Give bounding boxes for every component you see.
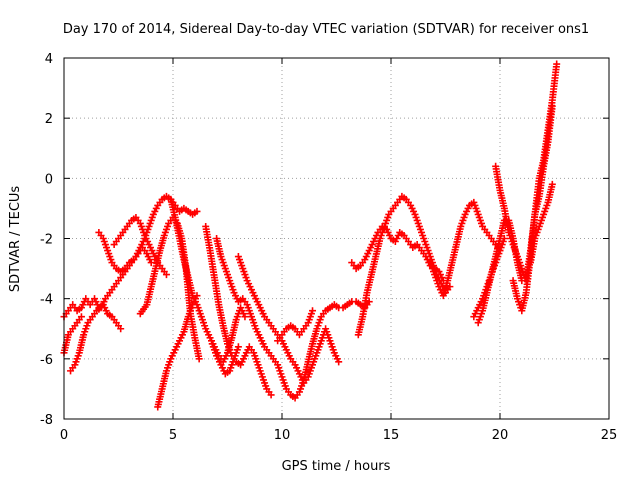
x-axis-label: GPS time / hours bbox=[282, 459, 391, 474]
x-tick-label: 10 bbox=[274, 428, 291, 443]
data-point bbox=[309, 307, 317, 315]
y-tick-label: 2 bbox=[45, 112, 53, 127]
data-points bbox=[60, 60, 561, 411]
data-point bbox=[335, 358, 343, 366]
data-point bbox=[267, 391, 275, 399]
x-tick-label: 25 bbox=[601, 428, 618, 443]
data-point bbox=[117, 325, 125, 333]
data-point bbox=[241, 313, 249, 321]
x-tick-label: 20 bbox=[492, 428, 509, 443]
data-point bbox=[548, 102, 556, 110]
y-tick-label: -6 bbox=[40, 353, 53, 368]
data-point bbox=[162, 271, 170, 279]
data-point bbox=[548, 180, 556, 188]
y-tick-label: -8 bbox=[40, 413, 53, 428]
chart-title: Day 170 of 2014, Sidereal Day-to-day VTE… bbox=[63, 22, 589, 37]
data-point bbox=[553, 60, 561, 68]
data-point bbox=[193, 207, 201, 215]
y-axis-label: SDTVAR / TECUs bbox=[8, 186, 23, 293]
x-tick-label: 0 bbox=[60, 428, 68, 443]
axis-ticks: 0 5 10 15 20 25 -8 -6 -4 -2 0 2 4 bbox=[40, 52, 617, 443]
y-tick-label: 4 bbox=[45, 52, 53, 67]
x-tick-label: 15 bbox=[383, 428, 400, 443]
data-point bbox=[446, 283, 454, 291]
data-point bbox=[234, 343, 242, 351]
data-point bbox=[195, 355, 203, 363]
y-tick-label: -4 bbox=[40, 293, 53, 308]
y-tick-label: -2 bbox=[40, 233, 53, 248]
data-point bbox=[365, 298, 373, 306]
data-point bbox=[77, 313, 85, 321]
data-point bbox=[147, 259, 155, 267]
x-tick-label: 5 bbox=[169, 428, 177, 443]
y-tick-label: 0 bbox=[45, 172, 53, 187]
